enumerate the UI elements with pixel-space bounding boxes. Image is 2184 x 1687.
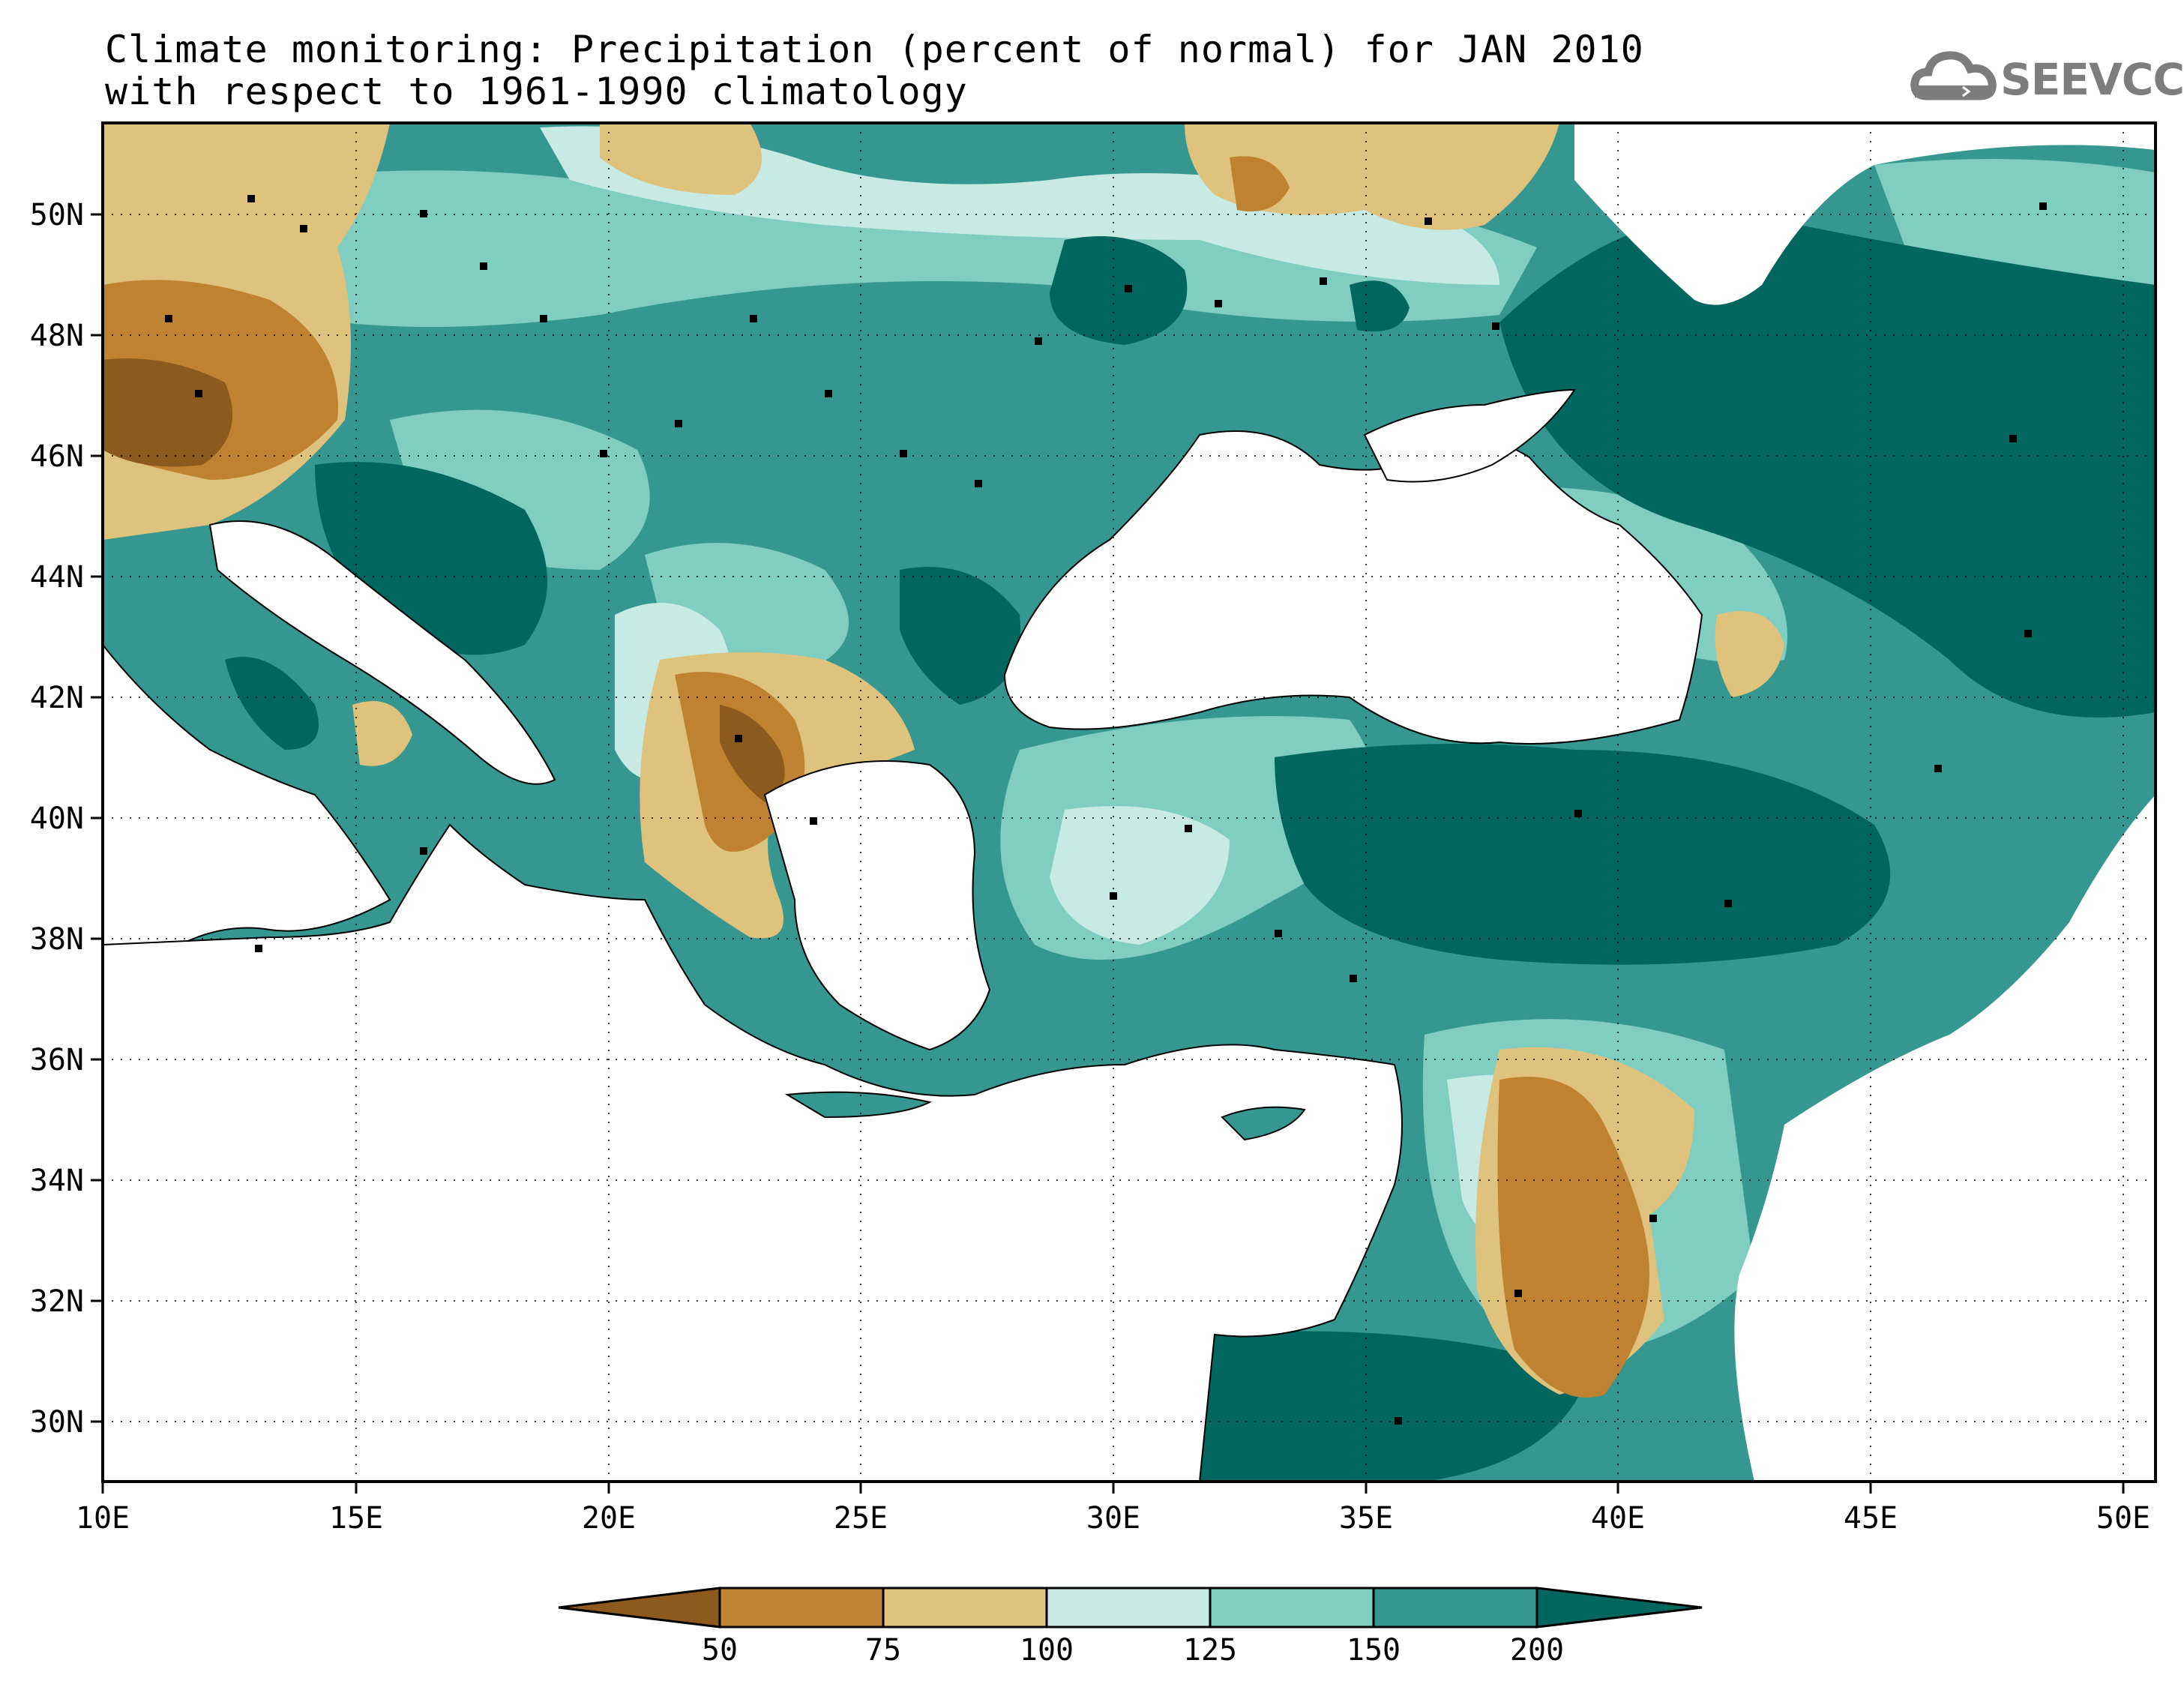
colorbar-segment-75-100 (882, 1587, 1048, 1629)
title-line-1: Climate monitoring: Precipitation (perce… (105, 28, 1644, 71)
lat-tick-label: 38N (30, 922, 84, 957)
lon-tick-label: 45E (1844, 1501, 1898, 1536)
map-frame (101, 121, 2157, 1483)
zone-lt-50 (720, 705, 785, 802)
zone-75-100 (1715, 611, 1784, 697)
lon-tick-label: 15E (329, 1501, 383, 1536)
colorbar-label: 150 (1347, 1633, 1401, 1668)
lon-tick-label: 35E (1339, 1501, 1393, 1536)
lat-tick-label: 46N (30, 439, 84, 474)
lon-tick-label: 40E (1591, 1501, 1645, 1536)
zone-75-100 (352, 701, 412, 766)
colorbar-label: 200 (1510, 1633, 1564, 1668)
lon-tick-label: 10E (76, 1501, 130, 1536)
station-markers (165, 195, 2047, 1425)
colorbar-segment-lt-50 (558, 1587, 721, 1629)
grid-lines (103, 123, 2156, 1482)
adriatic-sea (208, 520, 556, 785)
colorbar-label: 75 (865, 1633, 901, 1668)
zone-gt-200 (1499, 214, 2156, 718)
zone-100-125 (1050, 806, 1230, 945)
crimea (1363, 388, 1576, 483)
aegean-sea (763, 760, 991, 1051)
zone-gt-200 (1194, 1331, 1589, 1482)
lat-tick-label: 50N (30, 198, 84, 232)
colorbar-segment-125-150 (1209, 1587, 1375, 1629)
zone-gt-200 (1350, 280, 1410, 331)
zone-gt-200 (1275, 744, 1891, 965)
zone-lt-50 (103, 358, 232, 467)
colorbar-label: 100 (1020, 1633, 1074, 1668)
lon-tick-label: 30E (1086, 1501, 1140, 1536)
lat-tick-label: 44N (30, 560, 84, 595)
colorbar-label: 125 (1183, 1633, 1237, 1668)
lat-tick-label: 30N (30, 1405, 84, 1440)
precipitation-field (103, 123, 2156, 1482)
logo-text: SEEVCCC (2000, 54, 2184, 105)
no-data-north (1574, 123, 2156, 305)
zone-gt-200 (1050, 236, 1188, 345)
zone-75-100 (600, 123, 762, 195)
colorbar-segment-100-125 (1045, 1587, 1212, 1629)
colorbar-segment-50-75 (718, 1587, 885, 1629)
cloud-icon (1910, 51, 1997, 100)
colorbar-segment-150-200 (1372, 1587, 1538, 1629)
seevccc-logo: SEEVCCC (1910, 43, 2184, 111)
lat-tick-label: 32N (30, 1284, 84, 1319)
colorbar (558, 1587, 1703, 1629)
lat-tick-label: 34N (30, 1164, 84, 1198)
north-africa (103, 1200, 1200, 1482)
no-data-east (1734, 795, 2156, 1482)
zone-100-125 (540, 126, 1499, 285)
lat-tick-label: 48N (30, 319, 84, 353)
lon-tick-label: 25E (834, 1501, 888, 1536)
zone-gt-200 (225, 657, 319, 750)
zone-gt-200 (900, 567, 1020, 705)
cyprus (1221, 1106, 1306, 1141)
colorbar-segment-gt-200 (1535, 1587, 1703, 1629)
black-sea (1003, 430, 1703, 745)
zone-75-100 (1185, 123, 1559, 230)
lon-tick-label: 50E (2096, 1501, 2150, 1536)
title-line-2: with respect to 1961-1990 climatology (105, 70, 968, 113)
tyrrhenian-sea (103, 643, 391, 945)
zone-50-75 (1497, 1077, 1649, 1398)
crete (784, 1091, 932, 1119)
lat-tick-label: 42N (30, 681, 84, 715)
tick-marks (91, 213, 2125, 1494)
zone-50-75 (1230, 156, 1290, 211)
lat-tick-label: 40N (30, 802, 84, 836)
lon-tick-label: 20E (582, 1501, 636, 1536)
lat-tick-label: 36N (30, 1043, 84, 1077)
colorbar-label: 50 (702, 1633, 738, 1668)
title-block: Climate monitoring: Precipitation (perce… (105, 28, 1644, 112)
